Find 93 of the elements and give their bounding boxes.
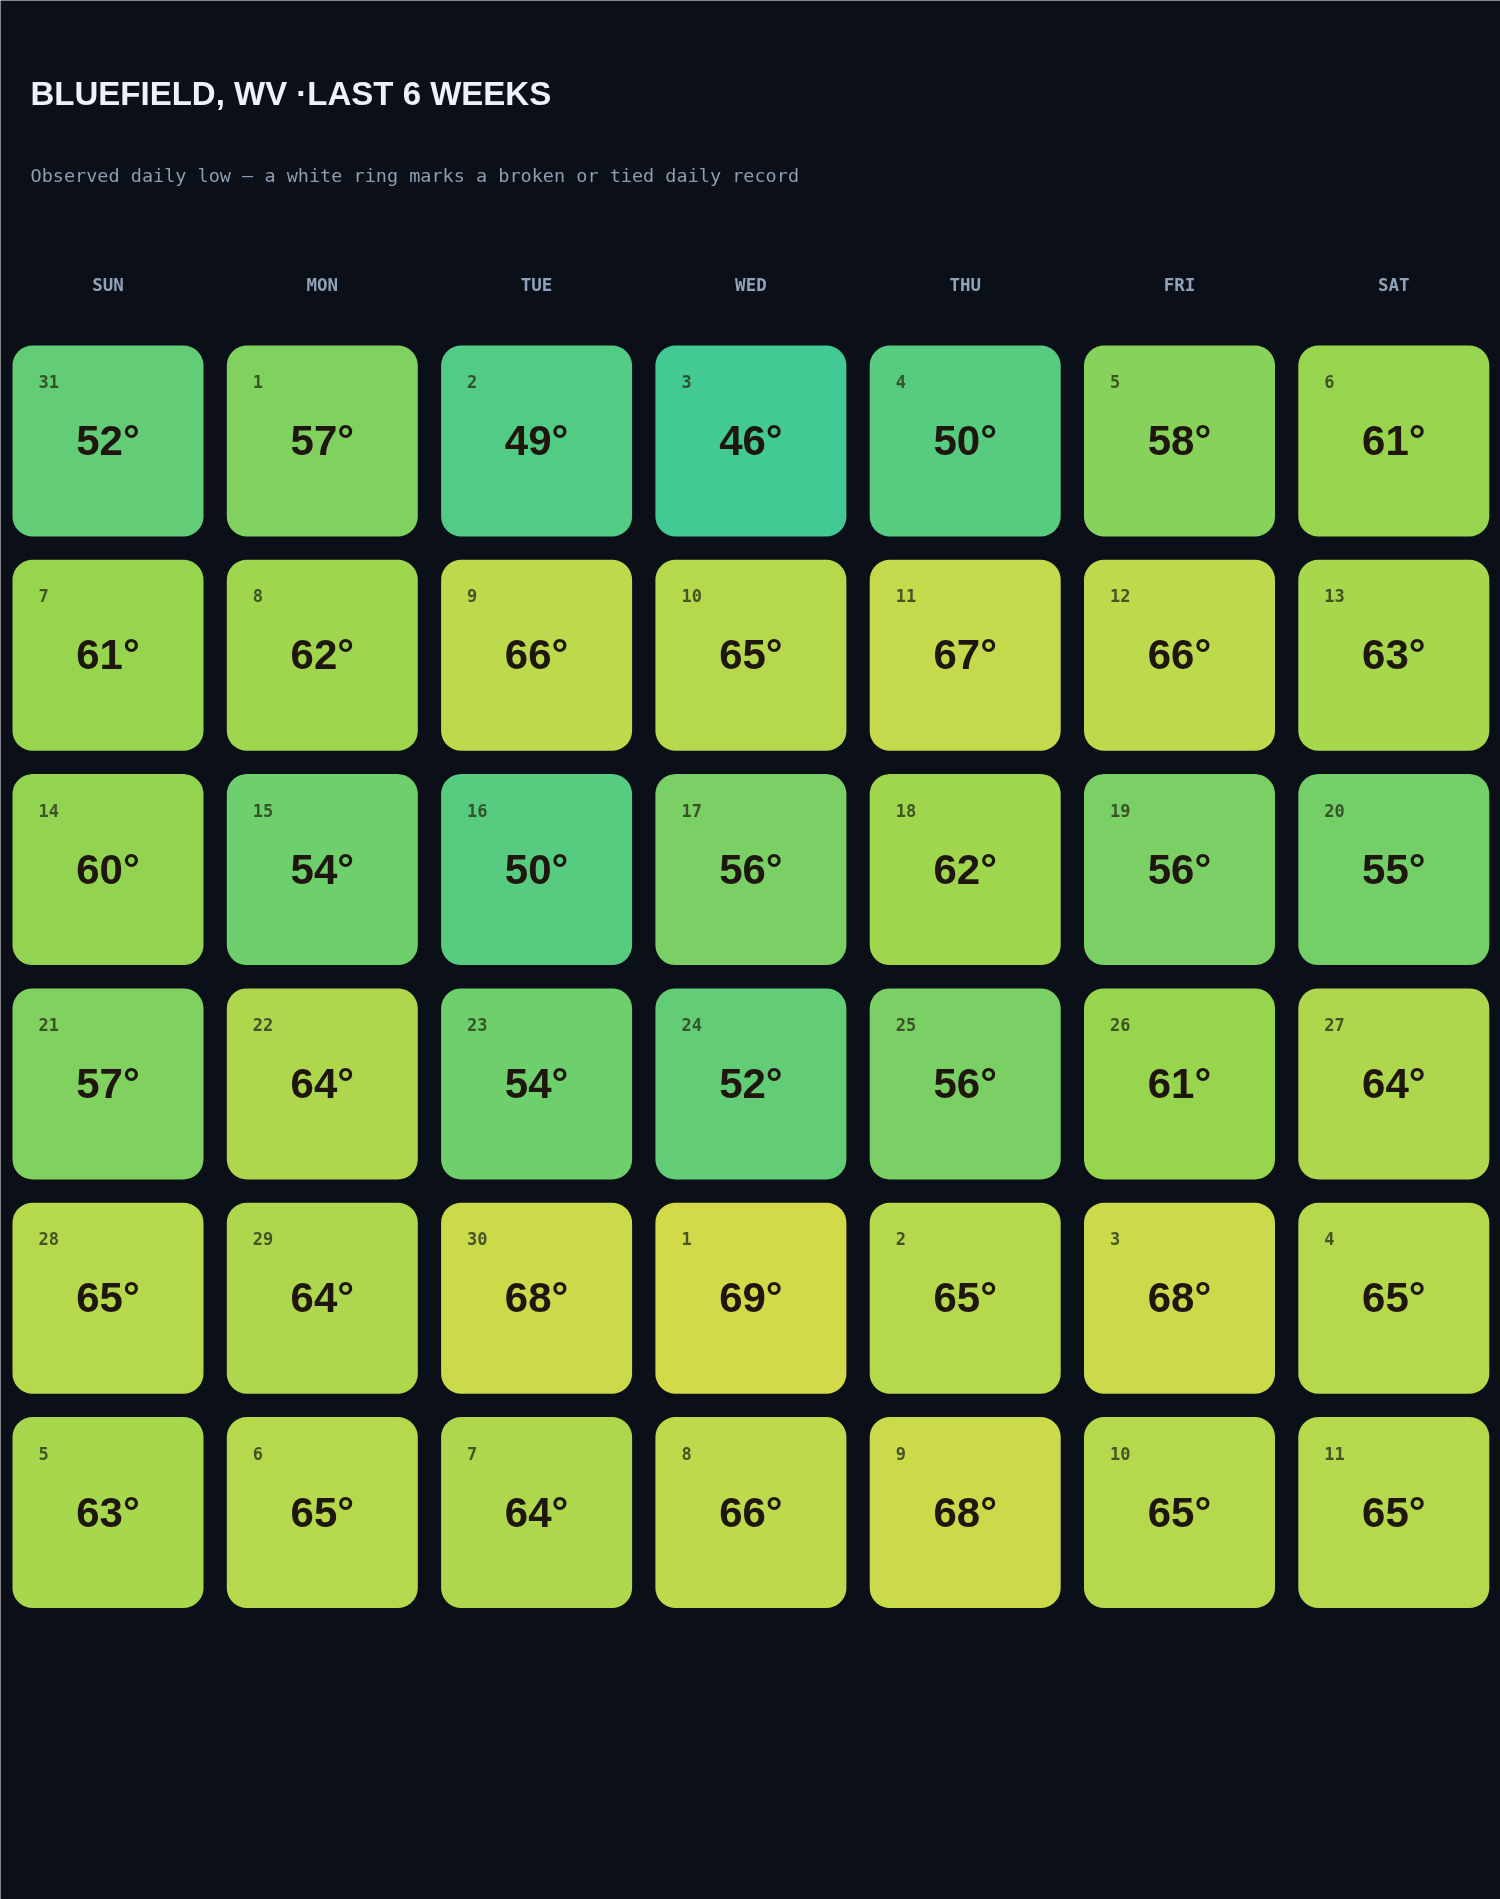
data-label: 61° bbox=[1362, 417, 1426, 464]
annotation: 8 bbox=[252, 586, 264, 607]
x-tick-label: WED bbox=[735, 274, 767, 295]
data-label: 63° bbox=[1362, 631, 1426, 679]
data-label: 65° bbox=[1362, 1274, 1426, 1322]
data-label: 56° bbox=[933, 1059, 997, 1107]
data-label: 54° bbox=[290, 845, 355, 893]
data-label: 64° bbox=[504, 1488, 569, 1536]
annotation: 19 bbox=[1110, 800, 1131, 821]
data-label: 62° bbox=[290, 631, 355, 679]
data-label: 52° bbox=[76, 417, 140, 464]
annotation: 27 bbox=[1324, 1014, 1345, 1035]
chart-title: BLUEFIELD, WV ·LAST 6 WEEKS bbox=[30, 75, 552, 112]
annotation: 15 bbox=[252, 800, 274, 821]
data-label: 49° bbox=[504, 417, 569, 464]
annotation: 25 bbox=[895, 1014, 917, 1035]
annotation: 3 bbox=[681, 372, 692, 392]
data-label: 54° bbox=[504, 1059, 569, 1107]
data-label: 68° bbox=[1147, 1274, 1212, 1322]
annotation: 20 bbox=[1324, 800, 1345, 821]
data-label: 57° bbox=[290, 417, 355, 464]
annotation: 4 bbox=[895, 372, 906, 392]
annotation: 26 bbox=[1110, 1014, 1131, 1035]
annotation: 21 bbox=[38, 1014, 59, 1035]
annotation: 2 bbox=[895, 1229, 906, 1250]
annotation: 9 bbox=[467, 586, 478, 607]
annotation: 17 bbox=[681, 800, 702, 821]
annotation: 6 bbox=[1324, 372, 1335, 392]
data-label: 65° bbox=[290, 1488, 355, 1536]
data-label: 66° bbox=[504, 631, 569, 679]
annotation: 10 bbox=[1110, 1443, 1131, 1464]
data-label: 61° bbox=[76, 631, 140, 679]
annotation: 2 bbox=[467, 372, 478, 392]
x-tick-label: MON bbox=[306, 274, 339, 295]
data-label: 65° bbox=[76, 1274, 140, 1322]
annotation: 6 bbox=[252, 1443, 264, 1464]
x-tick-label: TUE bbox=[520, 274, 553, 295]
data-label: 66° bbox=[719, 1488, 783, 1536]
annotation: 29 bbox=[252, 1229, 274, 1250]
annotation: 5 bbox=[38, 1443, 49, 1464]
data-label: 63° bbox=[76, 1488, 140, 1536]
data-label: 46° bbox=[719, 417, 783, 464]
annotation: 14 bbox=[38, 800, 59, 821]
annotation: 23 bbox=[467, 1014, 488, 1035]
data-label: 57° bbox=[76, 1059, 140, 1107]
x-tick-label: FRI bbox=[1163, 274, 1196, 295]
data-label: 61° bbox=[1147, 1059, 1212, 1107]
annotation: 28 bbox=[38, 1229, 59, 1250]
x-tick-label: SUN bbox=[92, 274, 124, 295]
data-label: 65° bbox=[719, 631, 783, 679]
annotation: 16 bbox=[467, 800, 488, 821]
data-label: 64° bbox=[290, 1274, 355, 1322]
annotation: 1 bbox=[252, 372, 264, 392]
annotation: 18 bbox=[895, 800, 917, 821]
data-label: 69° bbox=[719, 1274, 783, 1322]
data-label: 62° bbox=[933, 845, 997, 893]
annotation: 11 bbox=[895, 586, 917, 607]
annotation: 13 bbox=[1324, 586, 1345, 607]
annotation: 7 bbox=[38, 586, 49, 607]
annotation: 22 bbox=[252, 1014, 274, 1035]
annotation: 31 bbox=[38, 372, 59, 392]
data-label: 50° bbox=[504, 845, 569, 893]
data-label: 52° bbox=[719, 1059, 783, 1107]
data-label: 58° bbox=[1147, 417, 1212, 464]
annotation: 9 bbox=[895, 1443, 906, 1464]
annotation: 3 bbox=[1110, 1229, 1121, 1250]
data-label: 64° bbox=[290, 1059, 355, 1107]
annotation: 12 bbox=[1110, 586, 1131, 607]
annotation: 8 bbox=[681, 1443, 692, 1464]
data-label: 64° bbox=[1362, 1059, 1426, 1107]
data-label: 65° bbox=[1362, 1488, 1426, 1536]
x-tick-label: SAT bbox=[1378, 274, 1410, 295]
data-label: 56° bbox=[719, 845, 783, 893]
data-label: 68° bbox=[504, 1274, 569, 1322]
data-label: 55° bbox=[1362, 845, 1426, 893]
annotation: 11 bbox=[1324, 1443, 1345, 1464]
data-label: 50° bbox=[933, 417, 997, 464]
annotation: 7 bbox=[467, 1443, 478, 1464]
annotation: 1 bbox=[681, 1229, 692, 1250]
data-label: 66° bbox=[1147, 631, 1212, 679]
annotation: 24 bbox=[681, 1014, 702, 1035]
x-tick-label: THU bbox=[949, 274, 982, 295]
data-label: 67° bbox=[933, 631, 997, 679]
annotation: 5 bbox=[1110, 372, 1121, 392]
data-label: 56° bbox=[1147, 845, 1212, 893]
data-label: 60° bbox=[76, 845, 140, 893]
data-label: 65° bbox=[933, 1274, 997, 1322]
annotation: 4 bbox=[1324, 1229, 1335, 1250]
data-label: 65° bbox=[1147, 1488, 1212, 1536]
data-label: 68° bbox=[933, 1488, 997, 1536]
chart-subtitle: Observed daily low — a white ring marks a broken or tied daily record bbox=[30, 165, 800, 186]
annotation: 30 bbox=[467, 1229, 488, 1250]
annotation: 10 bbox=[681, 586, 702, 607]
